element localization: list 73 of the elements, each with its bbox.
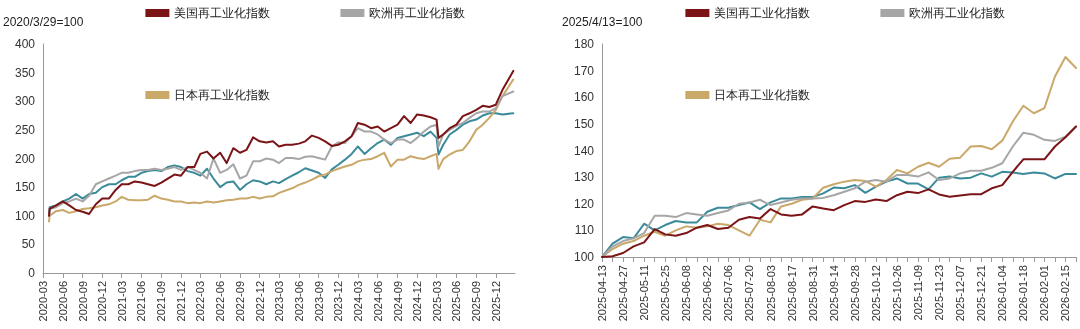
x-tick-label: 2025-12-07 — [954, 265, 967, 322]
y-tick-label: 180 — [573, 37, 595, 51]
x-tick-label: 2025-05-11 — [638, 265, 651, 321]
x-tick-label: 2025-03 — [430, 281, 443, 322]
x-tick-label: 2025-08-17 — [785, 265, 798, 322]
x-tick-label: 2024-03 — [351, 281, 364, 322]
x-tick-label: 2021-09 — [155, 281, 168, 322]
x-tick-label: 2023-12 — [332, 281, 345, 322]
x-tick-label: 2020-03 — [37, 281, 49, 322]
y-tick-label: 200 — [14, 151, 36, 166]
legend-label: 美国再工业化指数 — [714, 6, 811, 20]
x-tick-label: 2025-09-28 — [848, 265, 861, 322]
x-tick-label: 2026-02-01 — [1038, 265, 1051, 322]
x-tick-label: 2023-09 — [312, 281, 325, 322]
x-tick-label: 2025-10-12 — [869, 265, 882, 322]
x-tick-label: 2020-12 — [96, 281, 109, 322]
y-tick-label: 160 — [573, 90, 595, 105]
x-tick-label: 2022-06 — [214, 281, 227, 322]
y-tick-label: 140 — [573, 143, 595, 158]
legend-label: 美国再工业化指数 — [174, 6, 271, 20]
y-tick-label: 120 — [573, 196, 595, 211]
x-tick-label: 2025-06 — [450, 281, 463, 322]
x-tick-label: 2021-03 — [115, 281, 128, 322]
x-tick-label: 2024-06 — [371, 281, 384, 322]
y-axis-title: 2020/3/29=100 — [3, 15, 84, 29]
x-tick-label: 2026-02-15 — [1059, 265, 1072, 322]
x-tick-label: 2022-12 — [253, 281, 266, 322]
legend-label: 日本再工业化指数 — [174, 88, 271, 102]
x-tick-label: 2025-06-08 — [680, 265, 693, 322]
x-tick-label: 2025-04-13 — [596, 265, 608, 322]
y-tick-label: 50 — [21, 237, 36, 252]
x-tick-label: 2023-06 — [292, 281, 305, 322]
x-tick-label: 2025-11-23 — [933, 265, 946, 321]
x-tick-label: 2020-06 — [56, 281, 69, 322]
y-tick-label: 110 — [574, 223, 595, 238]
x-tick-label: 2022-09 — [233, 281, 246, 322]
x-tick-label: 2025-08-03 — [764, 265, 777, 322]
x-tick-label: 2025-04-27 — [617, 265, 630, 322]
y-tick-label: 150 — [573, 116, 595, 131]
x-tick-label: 2026-01-18 — [1017, 265, 1030, 322]
y-tick-label: 400 — [14, 37, 36, 51]
legend-label: 欧洲再工业化指数 — [909, 6, 1006, 20]
x-tick-label: 2025-12-21 — [975, 265, 988, 322]
legend-label: 日本再工业化指数 — [714, 88, 811, 102]
x-tick-label: 2021-12 — [174, 281, 187, 322]
x-tick-label: 2021-06 — [135, 281, 148, 322]
y-tick-label: 250 — [14, 122, 36, 137]
x-tick-label: 2024-12 — [411, 281, 424, 322]
x-tick-label: 2025-05-25 — [659, 265, 672, 322]
y-tick-label: 350 — [14, 65, 36, 80]
y-tick-label: 300 — [14, 94, 36, 109]
x-tick-label: 2023-03 — [273, 281, 285, 322]
x-tick-label: 2026-01-04 — [996, 265, 1009, 322]
y-tick-label: 170 — [573, 63, 595, 78]
x-tick-label: 2025-10-26 — [890, 265, 903, 322]
y-tick-label: 100 — [573, 250, 595, 264]
legend-label: 欧洲再工业化指数 — [369, 6, 466, 20]
x-tick-label: 2020-09 — [76, 281, 89, 322]
y-tick-label: 130 — [573, 170, 595, 185]
x-tick-label: 2025-12 — [489, 281, 502, 322]
y-tick-label: 100 — [14, 208, 36, 223]
x-tick-label: 2025-09 — [470, 281, 483, 322]
x-tick-label: 2022-03 — [194, 281, 207, 322]
x-tick-label: 2025-09-14 — [827, 265, 840, 322]
x-tick-label: 2025-07-06 — [722, 265, 735, 322]
x-tick-label: 2025-11-09 — [912, 265, 924, 321]
y-axis-title: 2025/4/13=100 — [562, 15, 643, 29]
y-tick-label: 0 — [28, 266, 36, 280]
x-tick-label: 2025-08-31 — [806, 265, 819, 322]
x-tick-label: 2025-06-22 — [701, 265, 714, 322]
x-tick-label: 2024-09 — [391, 281, 404, 322]
x-tick-label: 2025-07-20 — [743, 265, 756, 322]
y-tick-label: 150 — [14, 180, 36, 195]
